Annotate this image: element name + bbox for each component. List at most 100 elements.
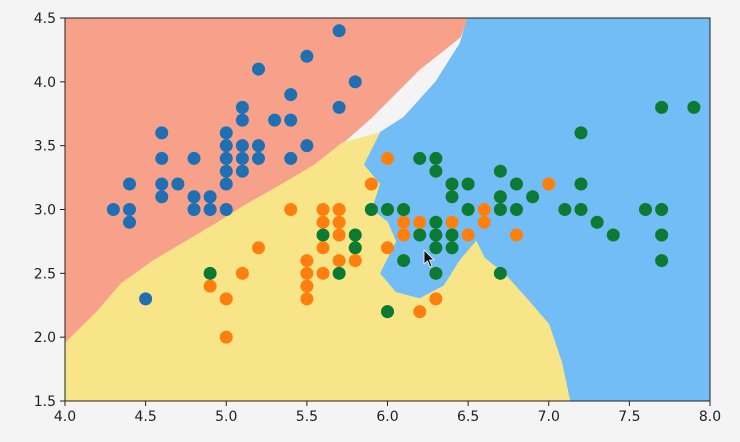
data-point-class-1 [397, 215, 411, 229]
data-point-class-1 [429, 292, 443, 306]
data-point-class-2 [493, 266, 507, 280]
data-point-class-0 [219, 139, 233, 153]
y-tick-label: 2.0 [34, 330, 56, 346]
data-point-class-2 [413, 151, 427, 165]
data-point-class-0 [187, 203, 201, 216]
data-point-class-1 [252, 241, 265, 255]
data-point-class-2 [493, 164, 507, 178]
data-point-class-2 [332, 266, 346, 280]
data-point-class-0 [219, 203, 233, 216]
data-point-class-2 [445, 190, 459, 204]
data-point-class-2 [655, 228, 669, 242]
data-point-class-2 [606, 228, 620, 242]
data-point-class-0 [332, 100, 346, 114]
x-tick-label: 6.5 [457, 409, 479, 425]
mouse-cursor-icon [423, 249, 435, 268]
data-point-class-0 [155, 151, 169, 165]
data-point-class-2 [574, 126, 588, 140]
decision-regions [64, 17, 711, 402]
data-point-class-2 [429, 228, 443, 242]
data-point-class-0 [187, 151, 201, 165]
data-point-class-0 [219, 177, 233, 191]
data-point-class-0 [284, 151, 298, 165]
data-point-class-0 [252, 139, 265, 153]
data-point-class-1 [300, 292, 314, 306]
data-point-class-0 [171, 177, 185, 191]
y-tick-label: 3.0 [34, 203, 56, 219]
data-point-class-0 [235, 100, 249, 114]
data-point-class-0 [219, 126, 233, 140]
data-point-class-2 [203, 266, 217, 280]
data-point-class-0 [106, 203, 120, 216]
x-tick-label: 8.0 [699, 409, 721, 425]
data-point-class-1 [235, 266, 249, 280]
data-point-class-2 [510, 177, 523, 191]
x-tick-label: 4.0 [54, 409, 76, 425]
data-point-class-2 [510, 203, 523, 216]
data-point-class-2 [461, 177, 475, 191]
data-point-class-1 [332, 228, 346, 242]
data-point-class-1 [445, 215, 459, 229]
data-point-class-1 [332, 203, 346, 216]
data-point-class-2 [381, 203, 394, 216]
y-tick-label: 3.5 [34, 139, 56, 155]
data-point-class-2 [639, 203, 652, 216]
y-tick-label: 2.5 [34, 266, 56, 282]
data-point-class-2 [364, 203, 378, 216]
data-point-class-2 [397, 203, 411, 216]
data-point-class-1 [397, 228, 411, 242]
x-tick-label: 7.0 [538, 409, 560, 425]
data-point-class-0 [235, 113, 249, 127]
data-point-class-1 [348, 254, 362, 268]
data-point-class-1 [316, 203, 330, 216]
data-point-class-2 [348, 241, 362, 255]
data-point-class-0 [219, 164, 233, 178]
data-point-class-1 [300, 266, 314, 280]
data-point-class-0 [300, 139, 314, 153]
data-point-class-1 [332, 254, 346, 268]
data-point-class-2 [445, 228, 459, 242]
data-point-class-1 [364, 177, 378, 191]
data-point-class-0 [284, 88, 298, 102]
y-tick-label: 1.5 [34, 394, 56, 410]
data-point-class-1 [461, 228, 475, 242]
data-point-class-2 [655, 100, 669, 114]
data-point-class-0 [203, 203, 217, 216]
y-tick-label: 4.0 [34, 75, 56, 91]
data-point-class-1 [316, 266, 330, 280]
data-point-class-2 [493, 190, 507, 204]
data-point-class-0 [252, 151, 265, 165]
y-tick-label: 4.5 [34, 11, 56, 27]
data-point-class-0 [139, 292, 153, 306]
data-point-class-2 [316, 228, 330, 242]
data-point-class-1 [203, 279, 217, 293]
data-point-class-2 [526, 190, 540, 204]
data-point-class-0 [123, 203, 136, 216]
decision-region-class-1 [64, 132, 571, 402]
data-point-class-2 [413, 228, 427, 242]
data-point-class-0 [235, 139, 249, 153]
data-point-class-0 [155, 126, 169, 140]
x-tick-label: 6.0 [376, 409, 398, 425]
data-point-class-2 [558, 203, 572, 216]
scatter-points [106, 24, 701, 344]
data-point-class-0 [235, 151, 249, 165]
data-point-class-0 [219, 151, 233, 165]
data-point-class-1 [219, 330, 233, 344]
y-axis: 1.5 2.0 2.5 3.0 3.5 4.0 4.5 [34, 11, 65, 410]
data-point-class-1 [316, 215, 330, 229]
data-point-class-2 [429, 241, 443, 255]
data-point-class-0 [123, 215, 136, 229]
data-point-class-2 [687, 100, 701, 114]
data-point-class-1 [477, 215, 491, 229]
data-point-class-1 [477, 203, 491, 216]
data-point-class-2 [445, 177, 459, 191]
data-point-class-2 [493, 203, 507, 216]
data-point-class-2 [429, 151, 443, 165]
data-point-class-0 [123, 177, 136, 191]
data-point-class-0 [155, 177, 169, 191]
data-point-class-1 [542, 177, 556, 191]
data-point-class-2 [397, 254, 411, 268]
data-point-class-2 [655, 254, 669, 268]
